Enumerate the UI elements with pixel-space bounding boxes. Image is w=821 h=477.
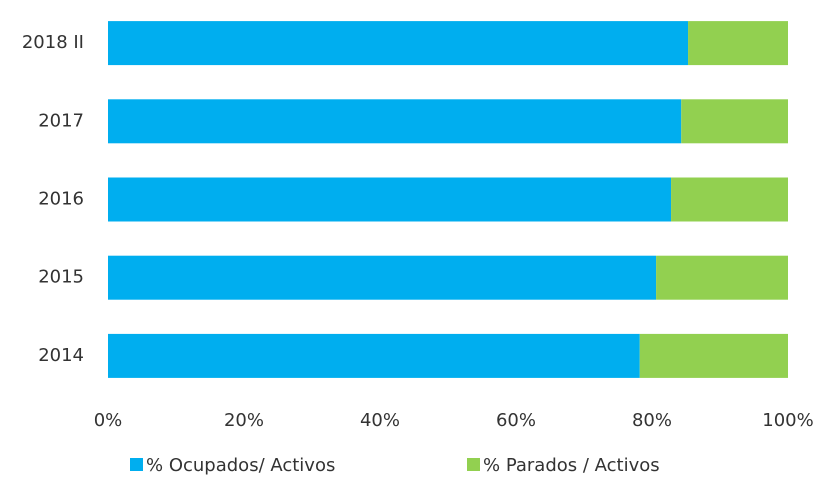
bar bbox=[108, 99, 682, 144]
y-tick-label: 2018 II bbox=[22, 32, 84, 53]
bar bbox=[108, 333, 640, 378]
bar bbox=[688, 21, 788, 66]
bar bbox=[108, 177, 672, 222]
x-tick-label: 100% bbox=[762, 410, 813, 431]
y-tick-label: 2017 bbox=[38, 110, 84, 131]
bar bbox=[656, 255, 788, 300]
bar bbox=[671, 177, 788, 222]
bar bbox=[108, 21, 689, 66]
x-tick-label: 0% bbox=[94, 410, 123, 431]
bar bbox=[108, 255, 657, 300]
legend-swatch bbox=[467, 458, 480, 471]
y-tick-label: 2015 bbox=[38, 267, 84, 288]
legend-swatch bbox=[130, 458, 143, 471]
x-tick-label: 80% bbox=[632, 410, 672, 431]
legend-label: % Parados / Activos bbox=[483, 455, 660, 476]
x-tick-label: 60% bbox=[496, 410, 536, 431]
legend-label: % Ocupados/ Activos bbox=[146, 455, 335, 476]
bar bbox=[639, 333, 788, 378]
y-tick-label: 2014 bbox=[38, 345, 84, 366]
x-tick-label: 40% bbox=[360, 410, 400, 431]
bar bbox=[681, 99, 788, 144]
x-tick-label: 20% bbox=[224, 410, 264, 431]
y-tick-label: 2016 bbox=[38, 189, 84, 210]
